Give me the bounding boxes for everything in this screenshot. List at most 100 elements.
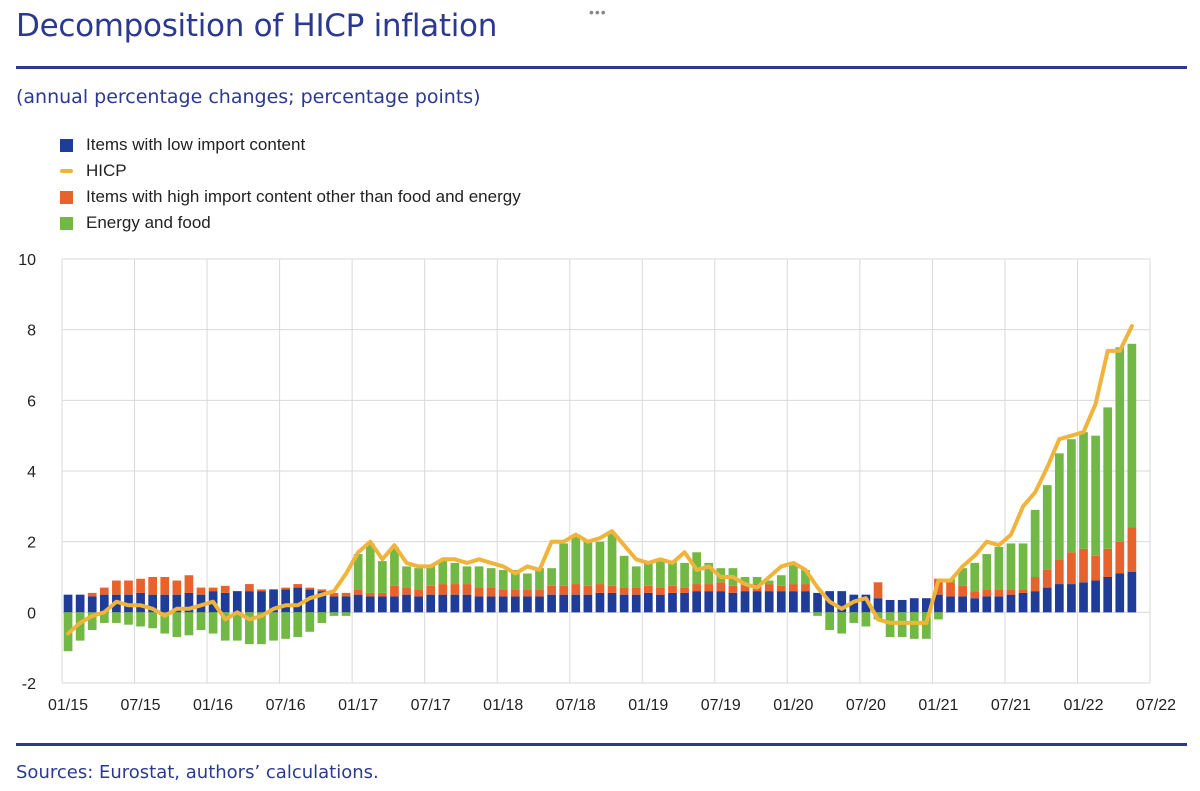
legend-item-energy-food: Energy and food: [60, 210, 521, 236]
bar-low-import: [1127, 571, 1137, 613]
bar-low-import: [789, 591, 798, 613]
bar-low-import: [414, 596, 423, 613]
bar-high-import: [208, 587, 218, 592]
bar-energy-food: [595, 541, 605, 585]
bar-energy-food: [1018, 543, 1028, 590]
bar-high-import: [257, 589, 266, 592]
bar-high-import: [680, 587, 689, 593]
bar-low-import: [462, 594, 472, 613]
bar-energy-food: [220, 612, 230, 641]
x-tick-label: 01/15: [48, 697, 88, 714]
bar-low-import: [704, 591, 714, 613]
bar-energy-food: [148, 612, 158, 629]
x-tick-label: 07/16: [266, 697, 306, 714]
x-tick-label: 01/19: [628, 697, 668, 714]
bar-low-import: [970, 598, 980, 613]
bar-energy-food: [498, 569, 508, 590]
legend-swatch-hicp: [60, 169, 73, 173]
bar-energy-food: [523, 573, 532, 590]
bar-low-import: [692, 591, 702, 613]
bar-low-import: [535, 596, 544, 613]
bar-low-import: [728, 592, 738, 613]
bar-low-import: [813, 592, 822, 613]
bar-low-import: [1042, 587, 1052, 613]
chart-subtitle: (annual percentage changes; percentage p…: [16, 86, 481, 108]
legend-swatch-high-import: [60, 190, 73, 204]
bar-low-import: [680, 592, 689, 613]
bar-energy-food: [583, 539, 593, 586]
bar-low-import: [523, 596, 532, 613]
bar-low-import: [1103, 577, 1113, 613]
bar-energy-food: [680, 562, 689, 588]
bar-high-import: [1030, 577, 1040, 592]
bar-high-import: [1091, 555, 1100, 581]
bar-low-import: [668, 592, 677, 613]
bar-high-import: [390, 585, 399, 597]
bar-energy-food: [668, 561, 677, 586]
source-note: Sources: Eurostat, authors’ calculations…: [16, 762, 379, 783]
bar-high-import: [184, 575, 194, 593]
bar-high-import: [643, 585, 653, 593]
bar-low-import: [716, 591, 726, 613]
bar-high-import: [462, 584, 472, 595]
bar-high-import: [1042, 569, 1052, 588]
bar-low-import: [281, 589, 290, 613]
bar-energy-food: [1103, 407, 1113, 549]
bar-high-import: [728, 585, 738, 593]
bar-energy-food: [257, 612, 266, 645]
legend-swatch-energy-food: [60, 216, 73, 230]
bar-energy-food: [486, 568, 496, 588]
bar-low-import: [861, 594, 871, 613]
bar-low-import: [631, 594, 641, 613]
bar-high-import: [656, 587, 665, 595]
bar-low-import: [378, 596, 387, 613]
bar-energy-food: [305, 612, 315, 632]
bar-energy-food: [378, 561, 387, 593]
bar-energy-food: [341, 612, 351, 616]
bar-high-import: [317, 589, 327, 592]
bar-energy-food: [510, 569, 520, 590]
bar-high-import: [329, 592, 339, 597]
bar-low-import: [305, 589, 315, 613]
bar-energy-food: [934, 612, 943, 620]
bar-energy-food: [136, 612, 145, 627]
bar-low-import: [99, 594, 109, 613]
bar-high-import: [958, 585, 967, 597]
bar-energy-food: [317, 612, 327, 623]
bar-high-import: [426, 585, 436, 595]
bar-high-import: [1103, 548, 1113, 577]
bar-high-import: [1054, 559, 1064, 585]
bar-high-import: [365, 592, 375, 597]
bar-low-import: [958, 596, 967, 613]
bar-energy-food: [547, 568, 556, 586]
legend-label-hicp: HICP: [86, 161, 127, 180]
bar-energy-food: [813, 612, 822, 616]
legend-item-high-import: Items with high import content other tha…: [60, 184, 521, 210]
bar-high-import: [486, 587, 496, 597]
y-tick-label: 6: [27, 393, 36, 410]
bar-low-import: [498, 596, 508, 613]
bar-low-import: [329, 596, 339, 613]
more-horizontal-icon[interactable]: •••: [589, 4, 607, 20]
bar-low-import: [257, 591, 266, 613]
bar-low-import: [438, 594, 448, 613]
bar-energy-food: [1030, 509, 1040, 577]
bar-low-import: [1054, 584, 1064, 613]
bar-high-import: [692, 584, 702, 592]
bar-energy-food: [1115, 347, 1125, 542]
bar-high-import: [136, 578, 145, 593]
bar-energy-food: [293, 612, 303, 638]
bar-energy-food: [825, 612, 834, 630]
bar-energy-food: [75, 612, 85, 641]
bar-high-import: [160, 577, 170, 595]
x-tick-label: 01/21: [918, 697, 958, 714]
bar-low-import: [172, 594, 182, 613]
x-tick-label: 01/22: [1063, 697, 1103, 714]
bar-energy-food: [112, 612, 121, 623]
bar-high-import: [607, 585, 617, 593]
bar-low-import: [547, 594, 556, 613]
x-tick-label: 07/20: [846, 697, 886, 714]
x-tick-label: 01/17: [338, 697, 378, 714]
bar-energy-food: [849, 612, 859, 623]
bar-high-import: [535, 589, 544, 597]
